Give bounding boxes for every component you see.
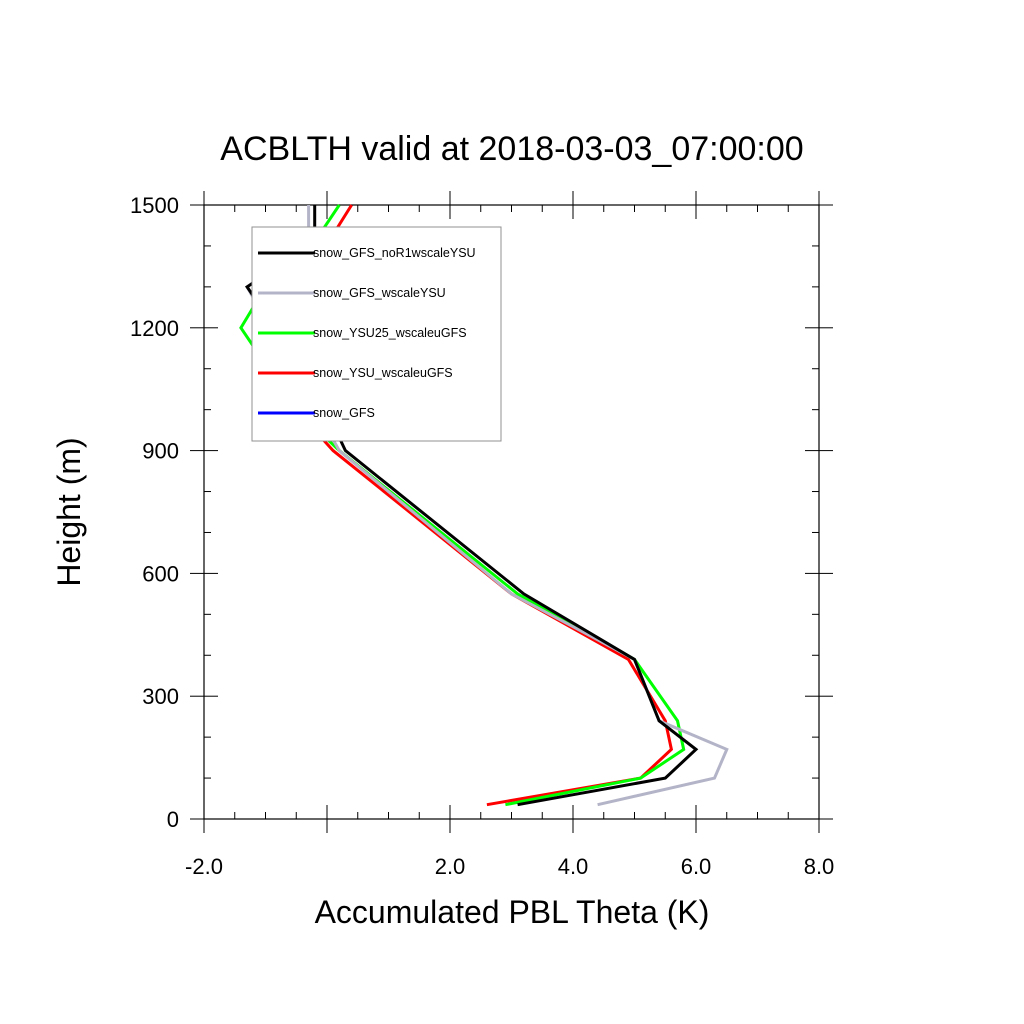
- y-tick-label: 900: [142, 439, 179, 464]
- axis-ticks: [190, 191, 833, 833]
- legend: snow_GFS_noR1wscaleYSU snow_GFS_wscaleYSU…: [251, 226, 502, 442]
- x-tick-label: -2.0: [185, 854, 223, 879]
- y-tick-label: 0: [167, 807, 179, 832]
- y-axis-label: Height (m): [51, 437, 87, 586]
- y-tick-label: 600: [142, 561, 179, 586]
- chart-title: ACBLTH valid at 2018-03-03_07:00:00: [220, 130, 803, 168]
- y-tick-label: 300: [142, 684, 179, 709]
- tick-labels: -2.0 2.0 4.0 6.0 8.0 0 300 600 900 1200 1500: [130, 193, 834, 879]
- x-tick-label: 2.0: [435, 854, 466, 879]
- y-tick-label: 1500: [130, 193, 179, 218]
- x-tick-label: 6.0: [681, 854, 712, 879]
- x-tick-label: 4.0: [558, 854, 589, 879]
- legend-label: snow_GFS: [313, 406, 375, 420]
- x-tick-label: 8.0: [804, 854, 835, 879]
- legend-label: snow_GFS_wscaleYSU: [313, 286, 446, 300]
- y-tick-label: 1200: [130, 316, 179, 341]
- legend-label: snow_YSU25_wscaleuGFS: [313, 326, 467, 340]
- legend-label: snow_YSU_wscaleuGFS: [313, 366, 453, 380]
- legend-label: snow_GFS_noR1wscaleYSU: [313, 246, 476, 260]
- x-axis-label: Accumulated PBL Theta (K): [315, 894, 710, 930]
